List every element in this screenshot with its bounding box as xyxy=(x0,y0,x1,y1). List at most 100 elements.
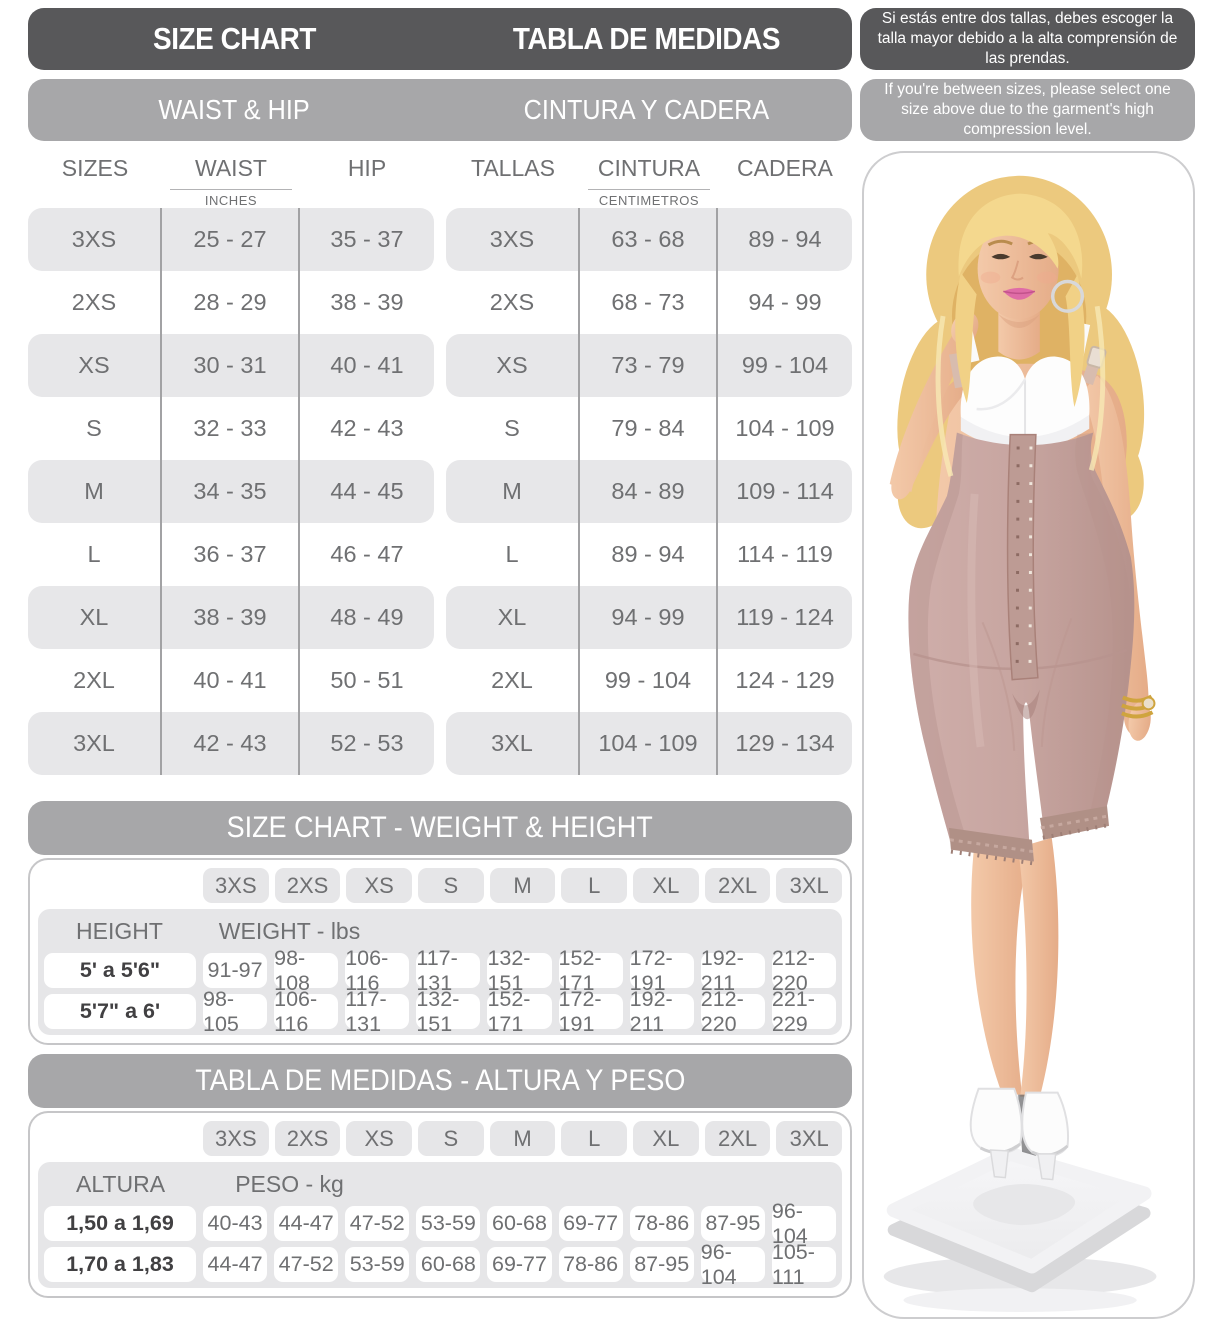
weight-table-panel: 3XS 2XS XS S M L XL 2XL 3XL HEIGHT WEIGHT - lbs 5'… xyxy=(28,858,852,1045)
content: SIZES WAIST INCHES HIP 3XS 25 - 27 35 - 37 2XS 2… xyxy=(0,141,1225,1319)
weight-range-cell: 47-52 xyxy=(345,1206,410,1241)
size-pill-m: M xyxy=(489,1121,556,1156)
height-range-cell: 5'7" a 6' xyxy=(44,994,196,1029)
height-axis-label: HEIGHT xyxy=(76,917,163,944)
section-title: SIZE CHART - WEIGHT & HEIGHT xyxy=(28,801,852,855)
weight-range-cell: 78-86 xyxy=(558,1247,623,1282)
range-cell: 79 - 84 xyxy=(580,397,718,460)
size-cell: XS xyxy=(28,334,162,397)
column-label: WAIST xyxy=(169,155,292,190)
size-pills-row: 3XS 2XS XS S M L XL 2XL 3XL xyxy=(38,868,843,903)
range-cell: 30 - 31 xyxy=(162,334,300,397)
weight-row: 5' a 5'6" 91-97 98-108 106-116 117-131 132-15… xyxy=(44,946,836,995)
size-row-xl: XL 94 - 99 119 - 124 xyxy=(446,586,852,649)
weight-range-cell: 91-97 xyxy=(203,953,268,988)
size-cell: XL xyxy=(446,586,580,649)
weight-row: 1,50 a 1,69 40-43 44-47 47-52 53-59 60-68 69-7… xyxy=(44,1199,836,1248)
range-cell: 129 - 134 xyxy=(735,730,835,756)
size-cell: 2XL xyxy=(446,649,580,712)
weight-range-cell: 172-191 xyxy=(558,987,623,1036)
size-row-2xl: 2XL 40 - 41 50 - 51 xyxy=(28,649,434,712)
unit-label: INCHES xyxy=(204,193,258,208)
weight-range-cell: 53-59 xyxy=(416,1206,481,1241)
size-pill-2xs: 2XS xyxy=(274,1121,341,1156)
range-cell: 94 - 99 xyxy=(580,586,718,649)
range-cell: 38 - 39 xyxy=(330,289,404,315)
weight-range-cell: 98-108 xyxy=(274,946,339,995)
gold-bracelet xyxy=(1121,694,1156,719)
weight-range-cell: 132-151 xyxy=(416,987,481,1036)
title-en: SIZE CHART xyxy=(152,21,316,56)
weight-range-cell: 212-220 xyxy=(771,946,836,995)
size-row-3xl: 3XL 104 - 109 129 - 134 xyxy=(446,712,852,775)
size-pill-l: L xyxy=(561,868,628,903)
white-heels xyxy=(969,1087,1069,1181)
weight-row: 1,70 a 1,83 44-47 47-52 53-59 60-68 69-77 78-8… xyxy=(44,1240,836,1289)
range-cell: 63 - 68 xyxy=(580,208,718,271)
range-cell: 50 - 51 xyxy=(330,667,404,693)
weight-range-cell: 47-52 xyxy=(274,1247,339,1282)
size-row-xl: XL 38 - 39 48 - 49 xyxy=(28,586,434,649)
height-range-cell: 5' a 5'6" xyxy=(44,953,196,988)
waist-hip-tables: SIZES WAIST INCHES HIP 3XS 25 - 27 35 - 37 2XS 2… xyxy=(28,151,852,775)
column-header-row: TALLAS CINTURA CENTIMETROS CADERA xyxy=(446,151,852,208)
weight-table-panel: 3XS 2XS XS S M L XL 2XL 3XL ALTURA PESO - kg 1,50 … xyxy=(28,1111,852,1298)
size-cell: S xyxy=(28,397,162,460)
range-cell: 124 - 129 xyxy=(735,667,835,693)
column-label: CINTURA xyxy=(587,155,710,190)
title-bar: SIZE CHART TABLA DE MEDIDAS xyxy=(28,8,852,70)
height-axis-label: ALTURA xyxy=(76,1170,166,1197)
weight-range-cell: 212-220 xyxy=(700,987,765,1036)
range-cell: 42 - 43 xyxy=(330,415,404,441)
size-cell: 2XL xyxy=(28,649,162,712)
size-pill-s: S xyxy=(418,868,484,903)
size-cell: 2XS xyxy=(446,271,580,334)
size-pill-3xl: 3XL xyxy=(776,868,843,903)
weight-grid: ALTURA PESO - kg 1,50 a 1,69 40-43 44-47 47-5… xyxy=(38,1162,842,1289)
weight-range-cell: 60-68 xyxy=(487,1206,552,1241)
size-pill-l: L xyxy=(561,1121,628,1156)
hip-column-header: CADERA xyxy=(737,155,833,181)
size-row-l: L 89 - 94 114 - 119 xyxy=(446,523,852,586)
size-pill-3xs: 3XS xyxy=(203,1121,269,1156)
size-row-s: S 32 - 33 42 - 43 xyxy=(28,397,434,460)
size-row-2xs: 2XS 28 - 29 38 - 39 xyxy=(28,271,434,334)
size-row-2xs: 2XS 68 - 73 94 - 99 xyxy=(446,271,852,334)
hoop-earring xyxy=(1050,279,1085,313)
weight-range-cell: 152-171 xyxy=(487,987,552,1036)
weight-range-cell: 105-111 xyxy=(771,1240,836,1289)
size-row-2xl: 2XL 99 - 104 124 - 129 xyxy=(446,649,852,712)
size-cell: XS xyxy=(446,334,580,397)
size-row-xs: XS 73 - 79 99 - 104 xyxy=(446,334,852,397)
range-cell: 25 - 27 xyxy=(162,208,300,271)
range-cell: 36 - 37 xyxy=(162,523,300,586)
range-cell: 84 - 89 xyxy=(580,460,718,523)
size-row-3xs: 3XS 25 - 27 35 - 37 xyxy=(28,208,434,271)
size-cell: 2XS xyxy=(28,271,162,334)
range-cell: 104 - 109 xyxy=(735,415,835,441)
weight-range-cell: 87-95 xyxy=(700,1206,765,1241)
size-row-xs: XS 30 - 31 40 - 41 xyxy=(28,334,434,397)
range-cell: 40 - 41 xyxy=(330,352,404,378)
axis-label-band: ALTURA PESO - kg xyxy=(44,1168,836,1200)
weight-range-cell: 152-171 xyxy=(558,946,623,995)
size-cell: L xyxy=(28,523,162,586)
weight-range-cell: 96-104 xyxy=(771,1199,836,1248)
weight-range-cell: 106-116 xyxy=(274,987,339,1036)
sizing-note-spanish: Si estás entre dos tallas, debes escoger… xyxy=(877,9,1178,68)
size-row-3xl: 3XL 42 - 43 52 - 53 xyxy=(28,712,434,775)
size-pill-s: S xyxy=(418,1121,484,1156)
size-pills-row: 3XS 2XS XS S M L XL 2XL 3XL xyxy=(38,1121,843,1156)
range-cell: 35 - 37 xyxy=(330,226,404,252)
sizing-note-english: If you're between sizes, please select o… xyxy=(884,80,1171,139)
size-cell: L xyxy=(446,523,580,586)
range-cell: 52 - 53 xyxy=(330,730,404,756)
size-row-3xs: 3XS 63 - 68 89 - 94 xyxy=(446,208,852,271)
size-pill-xs: XS xyxy=(346,1121,413,1156)
weight-range-cell: 98-105 xyxy=(203,987,268,1036)
note-bar-es: Si estás entre dos tallas, debes escoger… xyxy=(860,8,1195,70)
size-cell: M xyxy=(446,460,580,523)
range-cell: 94 - 99 xyxy=(748,289,822,315)
height-range-cell: 1,50 a 1,69 xyxy=(44,1206,196,1241)
subtitle-bar: WAIST & HIP CINTURA Y CADERA xyxy=(28,79,852,141)
